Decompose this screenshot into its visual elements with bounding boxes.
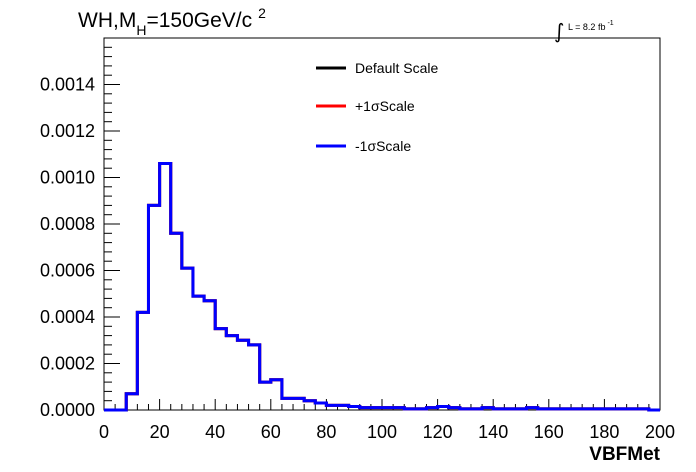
series-line (104, 162, 660, 412)
chart-title-subscript: H (136, 22, 146, 38)
legend-label: Default Scale (355, 60, 438, 76)
chart-title: WH,MH=150GeV/c 2 (78, 5, 266, 38)
chart-title-superscript: 2 (258, 5, 266, 21)
chart-title-rest: =150GeV/c (146, 9, 252, 32)
x-tick-label: 60 (261, 422, 281, 442)
x-axis-ticks: 0 20 40 60 80 100 120 140 160 180 200 (99, 399, 675, 442)
y-tick-label: 0.0014 (40, 75, 95, 95)
y-tick-label: 0.0002 (40, 354, 95, 374)
x-tick-label: 140 (478, 422, 508, 442)
x-axis-label: VBFMet (589, 444, 660, 465)
x-tick-label: 100 (367, 422, 397, 442)
x-tick-label: 120 (423, 422, 453, 442)
x-tick-label: 160 (534, 422, 564, 442)
legend: Default Scale +1σScale -1σScale (316, 60, 438, 154)
x-tick-label: 180 (589, 422, 619, 442)
series-line (104, 162, 660, 412)
y-tick-label: 0.0010 (40, 168, 95, 188)
legend-label: +1σScale (355, 98, 415, 114)
x-tick-label: 200 (645, 422, 675, 442)
series-layer (104, 162, 660, 412)
y-tick-label: 0.0006 (40, 261, 95, 281)
y-tick-label: 0.0000 (40, 400, 95, 420)
y-tick-label: 0.0008 (40, 214, 95, 234)
series-line (104, 162, 660, 412)
x-tick-label: 20 (150, 422, 170, 442)
y-axis-ticks: 0.0000 0.0002 0.0004 0.0006 0.0008 0.0010 0.00… (40, 37, 120, 420)
x-tick-label: 0 (99, 422, 109, 442)
x-tick-label: 80 (316, 422, 336, 442)
y-tick-label: 0.0004 (40, 307, 95, 327)
y-tick-label: 0.0012 (40, 121, 95, 141)
plot-frame (103, 37, 661, 411)
lumi-superscript: -1 (607, 20, 613, 27)
x-tick-label: 40 (205, 422, 225, 442)
lumi-label: L = 8.2 fb -1 (568, 20, 614, 32)
legend-label: -1σScale (355, 138, 411, 154)
lumi-integral-symbol: ∫ (554, 19, 564, 43)
